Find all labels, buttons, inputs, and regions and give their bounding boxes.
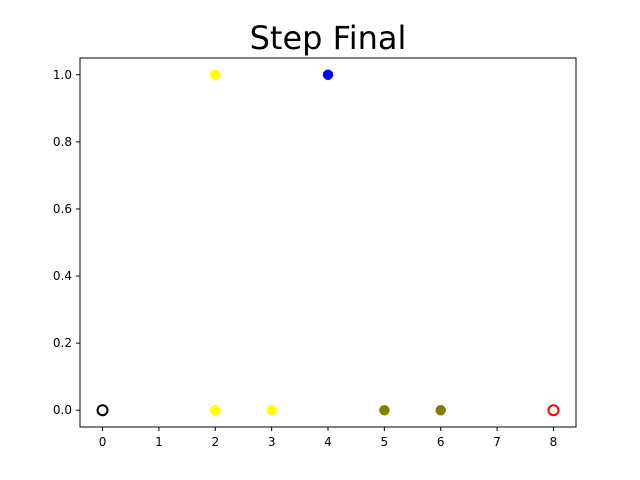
data-points: [96, 69, 560, 417]
y-tick-label: 0.2: [53, 336, 72, 350]
plot-area-frame: [79, 57, 577, 428]
x-tick-label: 5: [381, 435, 389, 449]
x-tick-label: 8: [550, 435, 558, 449]
x-tick-label: 2: [211, 435, 219, 449]
x-tick-label: 6: [437, 435, 445, 449]
data-point: [379, 404, 390, 416]
y-tick-label: 0.4: [53, 269, 72, 283]
data-point: [210, 69, 221, 81]
y-tick-label: 0.0: [53, 403, 72, 417]
y-tick-label: 1.0: [53, 68, 72, 82]
axis-ticks: 0 1 2 3 4 5 6 7 8 0.0 0.2 0.4 0.6 0.8 1.0: [53, 68, 557, 449]
data-point: [210, 404, 221, 416]
data-point: [322, 69, 334, 81]
chart-title: Step Final: [250, 19, 407, 57]
data-point: [96, 404, 109, 417]
y-tick-label: 0.8: [53, 135, 72, 149]
x-tick-label: 1: [155, 435, 163, 449]
x-tick-label: 7: [493, 435, 501, 449]
x-tick-label: 4: [324, 435, 332, 449]
data-point: [435, 404, 446, 416]
y-tick-label: 0.6: [53, 202, 72, 216]
x-tick-label: 3: [268, 435, 276, 449]
data-point: [547, 404, 560, 417]
data-point: [266, 404, 277, 416]
x-tick-label: 0: [99, 435, 107, 449]
